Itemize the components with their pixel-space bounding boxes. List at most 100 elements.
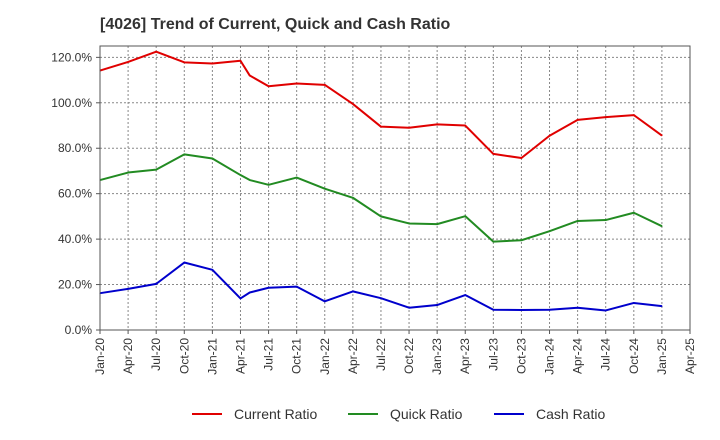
data-point-current-ratio [492, 153, 494, 155]
x-tick-label: Apr-23 [458, 338, 472, 374]
x-tick-label: Apr-21 [233, 338, 247, 374]
data-point-quick-ratio [211, 157, 213, 160]
x-tick-label: Jul-24 [599, 338, 613, 371]
data-point-current-ratio [633, 114, 635, 116]
x-tick-label: Jan-25 [655, 338, 669, 375]
data-point-cash-ratio [239, 297, 242, 300]
x-tick-label: Apr-25 [683, 338, 697, 374]
y-tick-label: 40.0% [58, 232, 92, 246]
data-point-current-ratio [249, 74, 251, 77]
x-tick-label: Oct-21 [290, 338, 304, 374]
data-point-current-ratio [211, 62, 213, 65]
series-line-quick-ratio [99, 153, 663, 243]
data-point-quick-ratio [239, 174, 242, 176]
data-point-current-ratio [155, 51, 157, 53]
data-point-quick-ratio [605, 219, 607, 221]
x-tick-label: Jul-20 [149, 338, 163, 371]
data-point-current-ratio [296, 82, 298, 85]
data-point-quick-ratio [380, 215, 382, 217]
data-point-cash-ratio [249, 291, 251, 294]
data-point-current-ratio [661, 134, 663, 137]
data-point-quick-ratio [324, 188, 326, 190]
data-point-current-ratio [352, 103, 354, 105]
y-tick-label: 60.0% [58, 187, 92, 201]
data-point-current-ratio [380, 126, 382, 128]
data-point-quick-ratio [183, 153, 185, 155]
legend-label-current-ratio: Current Ratio [234, 406, 317, 422]
x-tick-label: Jan-24 [543, 338, 557, 375]
data-point-quick-ratio [267, 184, 270, 186]
data-point-current-ratio [605, 116, 607, 118]
plot-area [99, 45, 691, 331]
data-point-cash-ratio [380, 297, 382, 299]
x-tick-label: Apr-22 [346, 338, 360, 374]
data-point-current-ratio [127, 61, 129, 63]
data-point-cash-ratio [211, 269, 213, 271]
x-tick-label: Jul-22 [374, 338, 388, 371]
data-point-cash-ratio [155, 283, 157, 285]
data-point-cash-ratio [661, 305, 663, 307]
data-point-cash-ratio [520, 309, 523, 311]
data-point-quick-ratio [661, 225, 663, 227]
data-point-quick-ratio [577, 220, 579, 222]
x-tick-label: Jan-20 [93, 338, 107, 375]
x-tick-label: Jan-22 [318, 338, 332, 375]
data-point-cash-ratio [324, 300, 326, 302]
data-point-cash-ratio [183, 261, 185, 264]
data-point-current-ratio [464, 124, 466, 127]
data-point-current-ratio [183, 61, 185, 63]
x-tick-label: Jan-21 [205, 338, 219, 375]
y-tick-label: 80.0% [58, 141, 92, 155]
y-axis-ticks: 0.0% 20.0% 40.0% 60.0% 80.0% 100.0% 120.0% [51, 50, 100, 337]
data-point-current-ratio [520, 157, 523, 159]
data-point-cash-ratio [352, 290, 354, 292]
y-tick-label: 120.0% [51, 50, 92, 64]
y-tick-label: 100.0% [51, 96, 92, 110]
data-point-current-ratio [436, 123, 438, 125]
data-point-cash-ratio [296, 286, 298, 288]
series-lines [99, 50, 663, 312]
x-tick-label: Oct-23 [514, 338, 528, 374]
data-point-cash-ratio [267, 287, 270, 289]
data-point-quick-ratio [127, 171, 129, 174]
x-tick-label: Oct-24 [627, 338, 641, 374]
y-tick-label: 0.0% [65, 323, 93, 337]
x-tick-label: Apr-24 [571, 338, 585, 374]
data-point-current-ratio [548, 135, 551, 137]
data-point-quick-ratio [249, 179, 251, 181]
data-point-quick-ratio [633, 212, 635, 214]
data-point-cash-ratio [605, 309, 607, 312]
x-axis-ticks: Jan-20 Apr-20 Jul-20 Oct-20 Jan-21 Apr-21 Jul-… [93, 330, 697, 375]
legend: Current Ratio Quick Ratio Cash Ratio [192, 406, 605, 422]
x-tick-label: Oct-22 [402, 338, 416, 374]
data-point-quick-ratio [352, 197, 354, 199]
data-point-cash-ratio [464, 294, 466, 296]
x-tick-label: Jan-23 [430, 338, 444, 375]
chart-title: [4026] Trend of Current, Quick and Cash … [100, 16, 451, 33]
data-point-quick-ratio [436, 223, 438, 225]
data-point-current-ratio [324, 84, 326, 86]
data-point-quick-ratio [408, 222, 410, 225]
data-point-current-ratio [239, 60, 242, 62]
legend-label-cash-ratio: Cash Ratio [536, 406, 605, 422]
data-point-cash-ratio [436, 304, 438, 306]
data-point-current-ratio [577, 119, 579, 121]
series-line-current-ratio [99, 50, 663, 160]
data-point-quick-ratio [155, 168, 157, 171]
x-tick-label: Apr-20 [121, 338, 135, 374]
data-point-quick-ratio [296, 176, 298, 179]
x-tick-label: Jul-23 [486, 338, 500, 371]
data-point-quick-ratio [520, 239, 523, 241]
series-line-cash-ratio [99, 261, 663, 312]
y-tick-label: 20.0% [58, 278, 92, 292]
data-point-cash-ratio [492, 309, 494, 311]
data-point-cash-ratio [548, 309, 551, 311]
x-tick-label: Oct-20 [177, 338, 191, 374]
data-point-quick-ratio [464, 215, 466, 217]
data-point-cash-ratio [127, 288, 129, 290]
x-tick-label: Jul-21 [262, 338, 276, 371]
data-point-current-ratio [267, 85, 270, 87]
grid [100, 46, 690, 330]
data-point-cash-ratio [633, 302, 635, 304]
